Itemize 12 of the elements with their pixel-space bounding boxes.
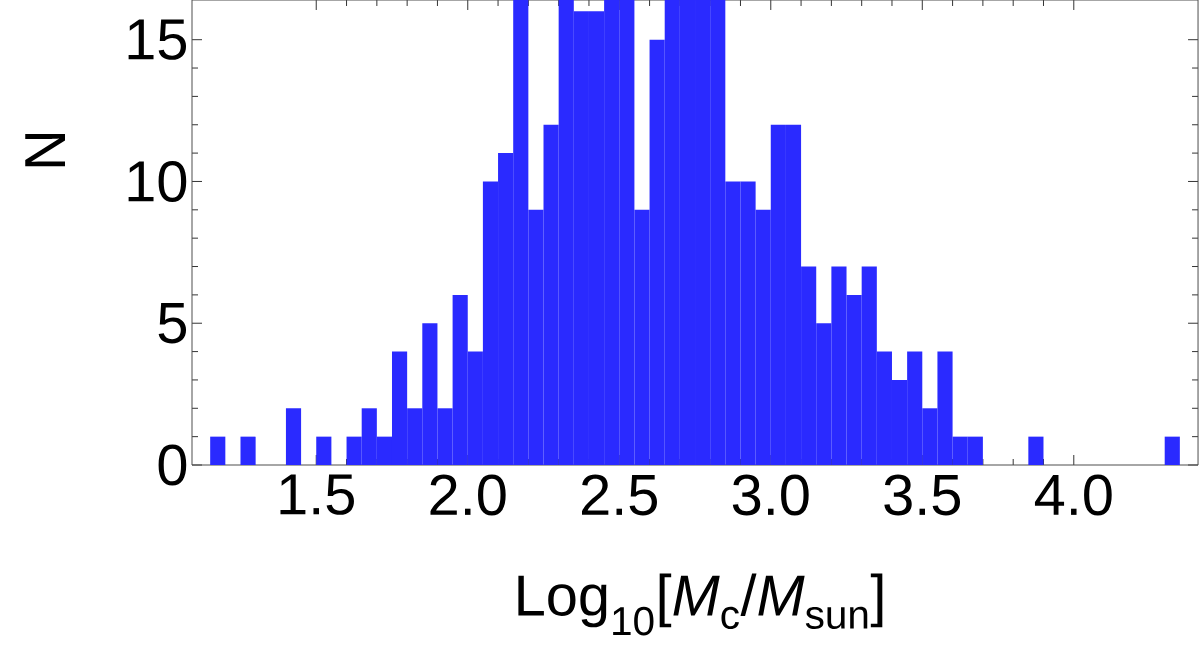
y-tick-label: 0	[158, 444, 187, 486]
x-tick-label: 1.5	[280, 474, 354, 515]
x-tick-label: 3.5	[884, 474, 961, 516]
x-tick-label: 3.0	[732, 474, 809, 516]
y-axis-title: N	[25, 134, 65, 167]
text: Log$_{10}$[M$_{c}$/M$_{sun}$]	[518, 573, 883, 636]
y-tick-label: 10	[128, 161, 187, 202]
x-tick-label: 2.5	[582, 474, 657, 516]
x-tick-label: 4.0	[1034, 474, 1112, 516]
y-tick-label: 5	[158, 303, 187, 344]
x-tick-label: 2.0	[430, 474, 506, 516]
y-tick-label: 15	[128, 19, 187, 60]
